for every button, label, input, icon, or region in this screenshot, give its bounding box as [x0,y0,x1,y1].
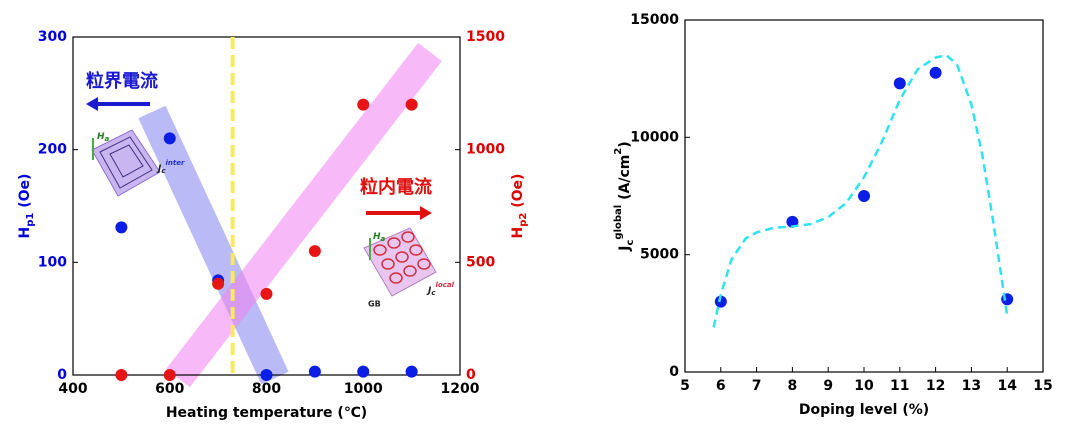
y-tick-label: 0 [669,364,679,380]
data-point [212,277,225,290]
data-point [714,295,727,308]
label-part: local [436,281,455,289]
label-part: c [161,167,166,175]
y-tick-label: 300 [38,29,67,45]
data-point [115,369,128,381]
arrow-head [420,206,432,220]
annotation: 粒界電流 [86,70,158,92]
label-part: p1 [25,213,36,227]
x-tick-label: 5 [680,378,690,394]
x-axis-label: Heating temperature (℃) [166,405,367,421]
x-tick-label: 1200 [441,381,480,397]
x-tick-label: 11 [890,378,909,394]
data-point [893,77,906,90]
y-tick-label: 0 [57,367,67,383]
fit-line [712,53,1009,328]
label-part: a [381,235,386,243]
inset-sample [91,129,161,197]
x-tick-label: 13 [962,378,981,394]
y-tick-label: 200 [38,142,67,158]
field-label: Ha [373,232,386,244]
data-point [858,190,870,202]
y2-tick-label: 1500 [466,29,505,45]
x-tick-label: 10 [854,378,874,394]
label-part: H [510,227,526,239]
label-part: J [426,286,432,296]
x-tick-label: 800 [252,381,281,397]
label-part: 2 [613,148,624,155]
data-point [405,98,418,111]
current-label: Jcinter [156,159,185,175]
label-part: (Oe) [510,174,526,213]
data-point [308,245,321,258]
data-point [260,369,273,381]
field-label: Ha [97,132,110,144]
label-part: p2 [518,213,529,227]
data-point [357,365,370,378]
y2-tick-label: 1000 [466,142,505,158]
y2-tick-label: 0 [466,367,476,383]
y-tick-label: 100 [38,254,67,270]
x-tick-label: 1000 [344,381,383,397]
x-tick-label: 15 [1033,378,1052,394]
inset-grains [373,231,431,284]
intragrain-band [166,42,442,388]
inset-loop [109,144,144,178]
data-point [357,98,370,111]
x-tick-label: 7 [752,378,762,394]
grain-boundary-band [138,105,289,385]
x-tick-label: 400 [58,381,87,397]
label-part: inter [166,159,185,167]
x-axis-label: Doping level (%) [799,402,929,418]
label-part: c [431,289,436,297]
label-part: H [97,132,105,142]
bands [138,42,442,388]
data-point [405,365,418,378]
x-tick-label: 14 [997,378,1017,394]
data-point [929,66,942,79]
y-tick-label: 15000 [630,12,679,28]
y2-tick-label: 500 [466,254,495,270]
label-part: H [17,227,33,239]
annotation: 粒内電流 [360,176,432,198]
data-point [786,215,799,228]
data-point [308,365,321,378]
label-part: (Oe) [17,174,33,213]
label-part: (A/cm [617,155,633,205]
label-part: J [156,164,162,174]
y-tick-label: 10000 [630,129,679,145]
y-tick-label: 5000 [640,247,679,263]
current-label: Jclocal [426,281,455,297]
x-tick-label: 9 [823,378,833,394]
x-tick-label: 600 [155,381,184,397]
label-part: c [625,240,636,246]
label-part: ) [617,141,633,147]
x-tick-label: 6 [716,378,726,394]
arrow-head [86,97,98,111]
label-part: H [373,232,381,242]
label-part: global [613,205,624,240]
annotation-left: 粒界電流 Ha Jcinter [86,70,185,197]
axis-label: Jcglobal (A/cm2) [613,141,636,251]
data-point [260,287,273,300]
label-part: J [617,246,633,252]
label-part: a [105,135,110,143]
data-point [115,221,128,234]
boundary-label: GB [368,300,381,309]
x-tick-label: 12 [926,378,945,394]
x-tick-label: 8 [788,378,798,394]
axis-label: Hp2 (Oe) [510,174,529,239]
data-point [163,132,176,145]
axis-label: Hp1 (Oe) [17,174,36,239]
data-point [163,369,176,381]
inset-loop [99,136,153,189]
annotation-right: 粒内電流 Ha Jclocal GB [360,176,455,309]
